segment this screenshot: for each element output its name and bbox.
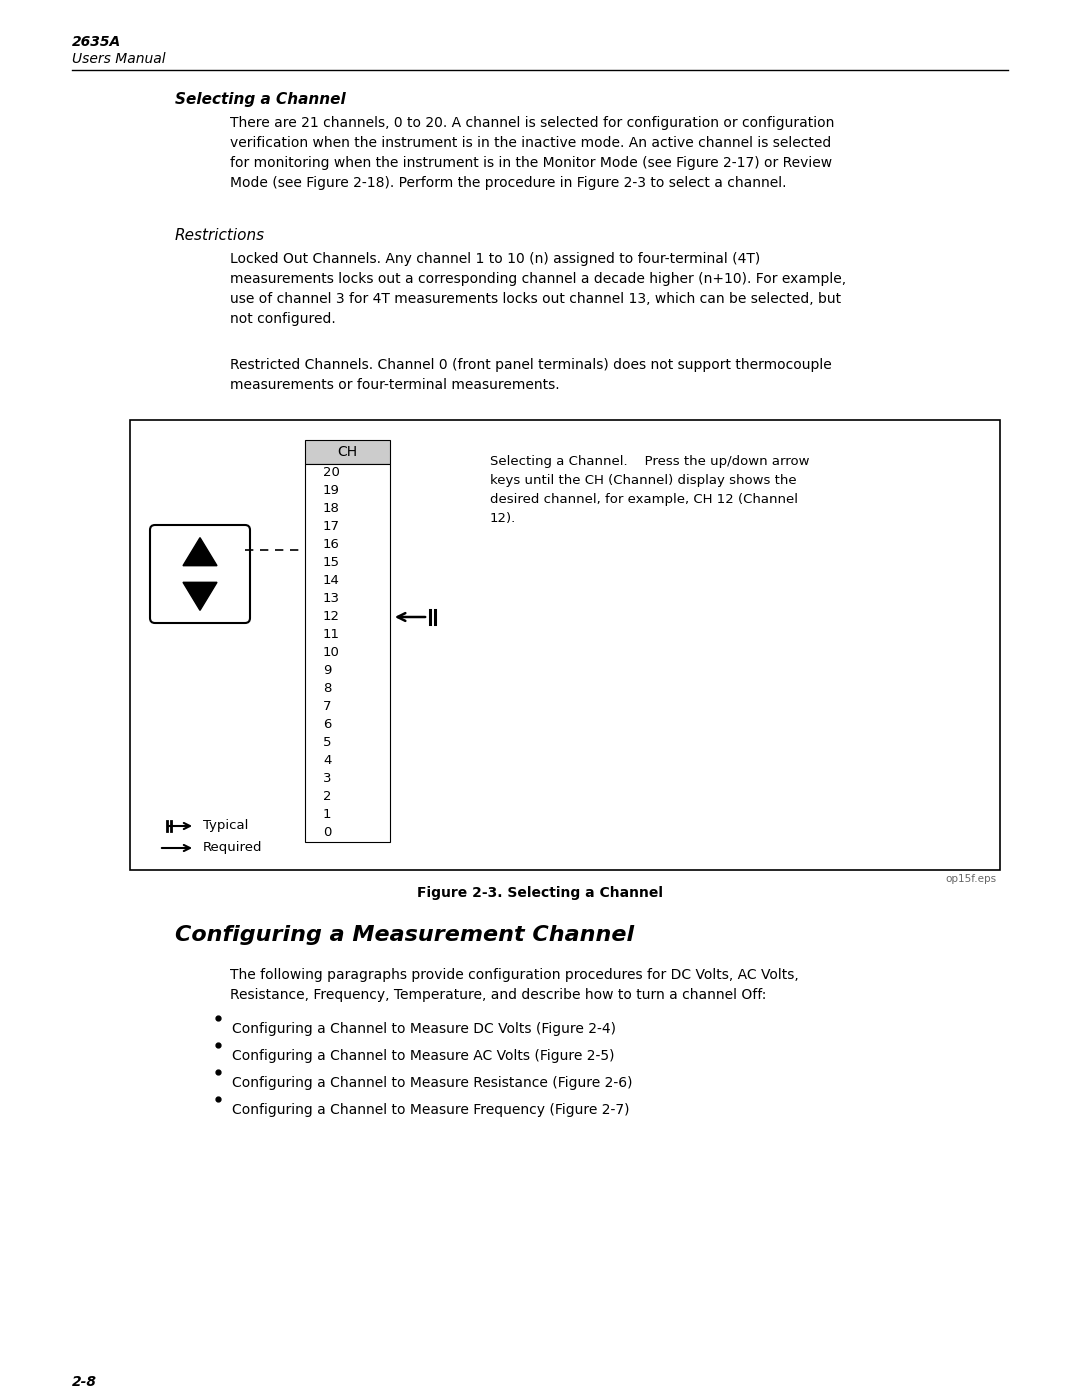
Bar	[130, 420, 1000, 870]
Text: 8: 8	[323, 683, 332, 696]
Text: Configuring a Channel to Measure AC Volts (Figure 2-5): Configuring a Channel to Measure AC Volt…	[232, 1049, 615, 1063]
Text: Configuring a Channel to Measure Resistance (Figure 2-6): Configuring a Channel to Measure Resista…	[232, 1076, 633, 1090]
Polygon shape	[183, 583, 217, 610]
Text: 14: 14	[323, 574, 340, 588]
Text: The following paragraphs provide configuration procedures for DC Volts, AC Volts: The following paragraphs provide configu…	[230, 968, 799, 1002]
Text: Typical: Typical	[203, 820, 248, 833]
Text: Configuring a Channel to Measure Frequency (Figure 2-7): Configuring a Channel to Measure Frequen…	[232, 1104, 630, 1118]
Text: Restrictions: Restrictions	[175, 228, 265, 243]
Text: Locked Out Channels. Any channel 1 to 10 (n) assigned to four-terminal (4T)
meas: Locked Out Channels. Any channel 1 to 10…	[230, 251, 846, 326]
Text: 12: 12	[323, 610, 340, 623]
Text: 2-8: 2-8	[72, 1375, 97, 1389]
Text: 6: 6	[323, 718, 332, 732]
Text: 20: 20	[323, 467, 340, 479]
Text: 7: 7	[323, 700, 332, 714]
Text: 16: 16	[323, 538, 340, 552]
Text: op15f.eps: op15f.eps	[945, 875, 996, 884]
Bar	[305, 440, 390, 464]
Text: 11: 11	[323, 629, 340, 641]
Text: CH: CH	[337, 446, 357, 460]
Text: Selecting a Channel: Selecting a Channel	[175, 92, 346, 108]
Text: 17: 17	[323, 521, 340, 534]
Text: Configuring a Channel to Measure DC Volts (Figure 2-4): Configuring a Channel to Measure DC Volt…	[232, 1023, 616, 1037]
Text: There are 21 channels, 0 to 20. A channel is selected for configuration or confi: There are 21 channels, 0 to 20. A channe…	[230, 116, 835, 190]
Text: Configuring a Measurement Channel: Configuring a Measurement Channel	[175, 925, 634, 944]
Text: 2: 2	[323, 791, 332, 803]
Bar	[305, 464, 390, 842]
Text: 2635A: 2635A	[72, 35, 121, 49]
Text: 19: 19	[323, 485, 340, 497]
Text: 1: 1	[323, 809, 332, 821]
Text: 13: 13	[323, 592, 340, 605]
Text: 15: 15	[323, 556, 340, 570]
Text: Selecting a Channel.    Press the up/down arrow
keys until the CH (Channel) disp: Selecting a Channel. Press the up/down a…	[490, 455, 810, 525]
Text: 5: 5	[323, 736, 332, 750]
Text: 10: 10	[323, 647, 340, 659]
Text: 18: 18	[323, 503, 340, 515]
Text: Required: Required	[203, 841, 262, 855]
Text: 3: 3	[323, 773, 332, 785]
Text: Figure 2-3. Selecting a Channel: Figure 2-3. Selecting a Channel	[417, 886, 663, 900]
Polygon shape	[183, 538, 217, 566]
Text: 4: 4	[323, 754, 332, 767]
Text: 9: 9	[323, 665, 332, 678]
Text: Restricted Channels. Channel 0 (front panel terminals) does not support thermoco: Restricted Channels. Channel 0 (front pa…	[230, 358, 832, 393]
Text: 0: 0	[323, 827, 332, 840]
FancyBboxPatch shape	[150, 525, 249, 623]
Text: Users Manual: Users Manual	[72, 52, 165, 66]
